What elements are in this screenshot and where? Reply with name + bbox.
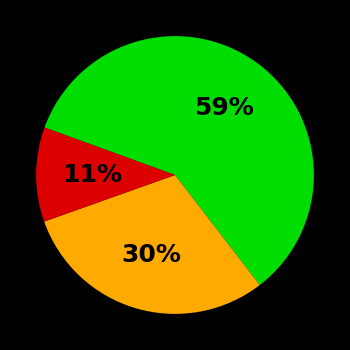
Text: 11%: 11%	[62, 163, 122, 187]
Wedge shape	[36, 127, 175, 222]
Wedge shape	[44, 36, 314, 285]
Text: 30%: 30%	[121, 243, 181, 267]
Text: 59%: 59%	[194, 96, 254, 120]
Wedge shape	[44, 175, 260, 314]
